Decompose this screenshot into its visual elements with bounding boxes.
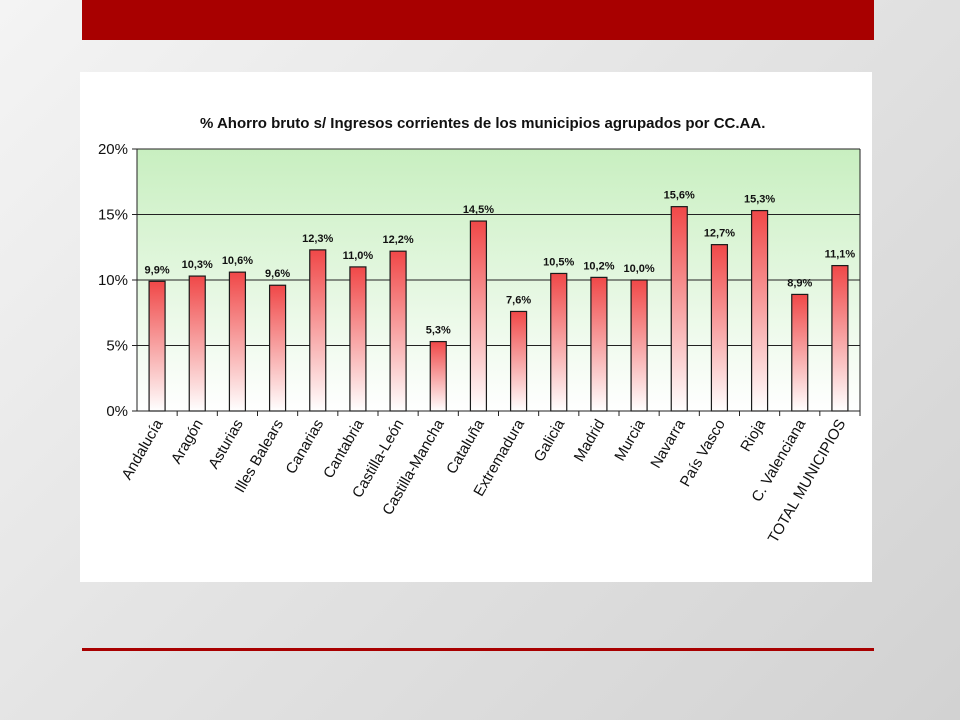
y-tick-label: 0% bbox=[106, 403, 128, 420]
bar bbox=[268, 284, 287, 412]
category-label: Cataluña bbox=[443, 416, 488, 477]
bar bbox=[630, 279, 648, 412]
chart-title: % Ahorro bruto s/ Ingresos corrientes de… bbox=[200, 115, 765, 132]
category-label: Asturias bbox=[205, 417, 247, 472]
bar bbox=[429, 340, 447, 412]
header-band bbox=[82, 0, 874, 40]
data-label: 9,6% bbox=[265, 268, 290, 280]
y-tick-label: 5% bbox=[106, 338, 128, 355]
data-label: 10,3% bbox=[182, 259, 213, 271]
data-label: 10,5% bbox=[543, 256, 574, 268]
bar bbox=[188, 275, 206, 412]
data-label: 11,1% bbox=[825, 249, 856, 261]
bar bbox=[148, 280, 166, 412]
bar bbox=[389, 250, 407, 412]
bar bbox=[710, 244, 729, 412]
data-label: 12,2% bbox=[382, 234, 413, 246]
category-label: Galicia bbox=[531, 416, 569, 465]
data-label: 15,3% bbox=[744, 194, 775, 206]
bar bbox=[831, 264, 849, 412]
bar bbox=[750, 209, 769, 412]
data-label: 10,6% bbox=[222, 255, 253, 267]
bar bbox=[550, 272, 568, 412]
data-label: 10,2% bbox=[583, 260, 614, 272]
chart-card: % Ahorro bruto s/ Ingresos corrientes de… bbox=[80, 72, 872, 582]
category-label: Rioja bbox=[737, 416, 769, 455]
bar-chart: % Ahorro bruto s/ Ingresos corrientes de… bbox=[98, 115, 861, 547]
bar bbox=[349, 266, 367, 412]
data-label: 9,9% bbox=[145, 264, 170, 276]
data-label: 14,5% bbox=[463, 204, 494, 216]
data-label: 7,6% bbox=[506, 294, 531, 306]
bar bbox=[228, 271, 247, 412]
data-label: 12,7% bbox=[704, 228, 735, 240]
category-label: Murcia bbox=[611, 416, 649, 464]
bar bbox=[590, 276, 608, 412]
category-label: Andalucía bbox=[118, 416, 166, 483]
y-tick-label: 15% bbox=[98, 207, 128, 224]
category-label: Navarra bbox=[647, 416, 689, 471]
bar bbox=[309, 249, 327, 412]
y-tick-label: 10% bbox=[98, 272, 128, 289]
footer-rule bbox=[82, 648, 874, 651]
data-label: 5,3% bbox=[426, 325, 451, 337]
bar bbox=[509, 310, 528, 412]
category-label: Aragón bbox=[168, 417, 207, 467]
bar bbox=[670, 206, 688, 412]
data-label: 8,9% bbox=[787, 277, 812, 289]
category-label: Canarias bbox=[282, 417, 327, 477]
y-tick-label: 20% bbox=[98, 141, 128, 158]
data-label: 11,0% bbox=[343, 250, 374, 262]
category-label: TOTAL MUNICIPIOS bbox=[765, 417, 850, 547]
data-label: 15,6% bbox=[664, 190, 695, 202]
data-label: 12,3% bbox=[302, 233, 333, 245]
bar bbox=[791, 293, 809, 412]
bar bbox=[469, 220, 488, 412]
category-label: Madrid bbox=[571, 417, 609, 465]
data-label: 10,0% bbox=[623, 263, 654, 275]
